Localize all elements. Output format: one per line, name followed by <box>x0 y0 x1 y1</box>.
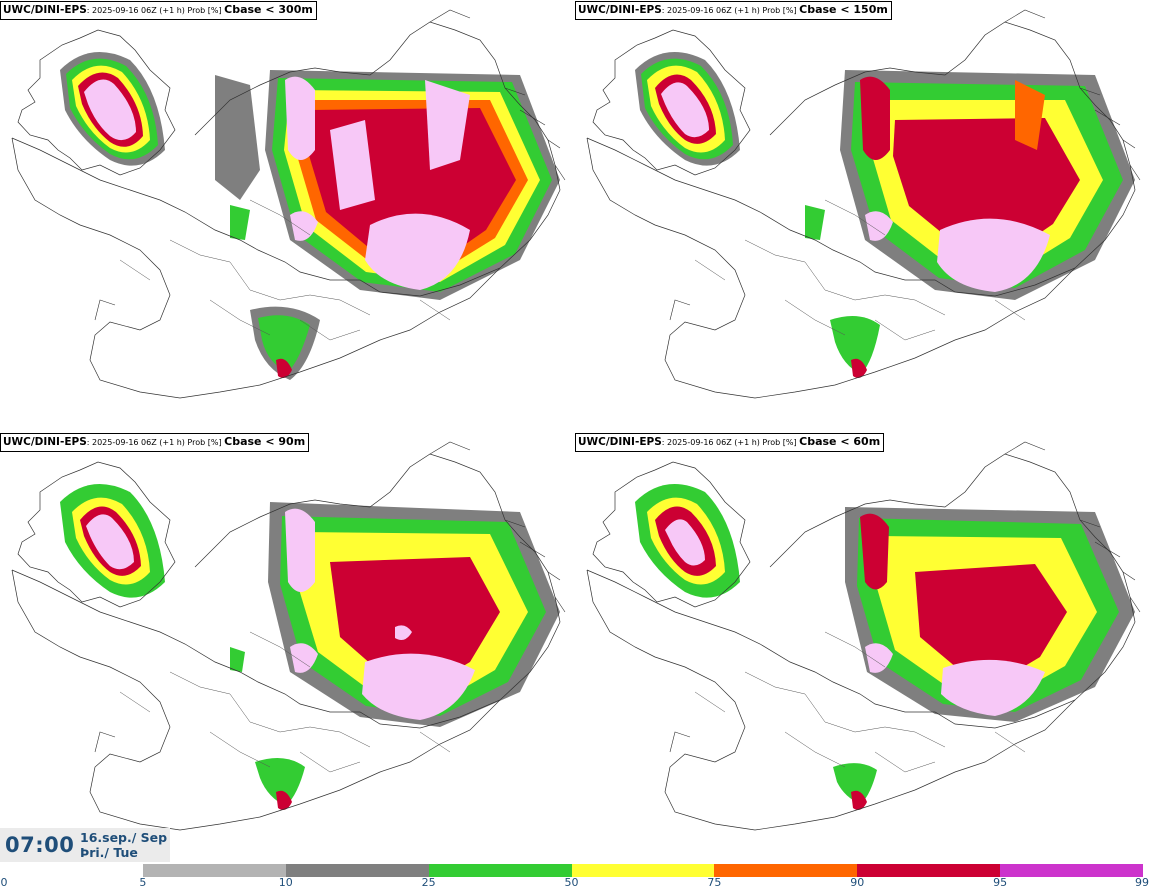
colorbar-tick-label: 95 <box>993 876 1008 889</box>
colorbar-tick-label: 5 <box>139 876 147 889</box>
colorbar-segment <box>428 864 572 877</box>
prob-fields <box>635 484 1135 810</box>
colorbar-tick-label: 99 <box>1135 876 1149 889</box>
iceland-probability-map <box>586 9 1141 399</box>
panel-title: UWC/DINI-EPS: 2025-09-16 06Z (+1 h) Prob… <box>0 1 317 20</box>
panel-title: UWC/DINI-EPS: 2025-09-16 06Z (+1 h) Prob… <box>575 1 892 20</box>
colorbar-segment <box>285 864 429 877</box>
panel-title: UWC/DINI-EPS: 2025-09-16 06Z (+1 h) Prob… <box>575 433 885 452</box>
valid-time-box: 07:00 16.sep./ Sep Þri./ Tue <box>0 828 170 862</box>
colorbar-segment <box>142 864 286 877</box>
colorbar-segment <box>571 864 715 877</box>
prob-fields <box>60 52 560 380</box>
iceland-probability-map <box>11 9 566 399</box>
colorbar-tick-label: 25 <box>421 876 436 889</box>
valid-date: 16.sep./ Sep Þri./ Tue <box>80 830 168 860</box>
prob-fields <box>635 52 1135 378</box>
iceland-probability-map <box>586 441 1141 831</box>
colorbar-tick-label: 75 <box>707 876 722 889</box>
colorbar-tick-label: 50 <box>564 876 579 889</box>
colorbar-segment <box>857 864 1001 877</box>
colorbar-segment <box>0 864 143 877</box>
valid-time: 07:00 <box>5 833 75 857</box>
prob-fields <box>60 484 560 810</box>
panel-title: UWC/DINI-EPS: 2025-09-16 06Z (+1 h) Prob… <box>0 433 310 452</box>
map-panel-90m: UWC/DINI-EPS: 2025-09-16 06Z (+1 h) Prob… <box>0 432 575 864</box>
colorbar-tick-label: 0 <box>0 876 8 889</box>
colorbar-segment <box>1000 864 1143 877</box>
map-panel-300m: UWC/DINI-EPS: 2025-09-16 06Z (+1 h) Prob… <box>0 0 575 432</box>
map-panel-60m: UWC/DINI-EPS: 2025-09-16 06Z (+1 h) Prob… <box>575 432 1150 864</box>
colorbar-tick-label: 10 <box>278 876 293 889</box>
map-panel-150m: UWC/DINI-EPS: 2025-09-16 06Z (+1 h) Prob… <box>575 0 1150 432</box>
probability-colorbar: 0 5 10 25 50 75 90 95 99 <box>0 862 1150 891</box>
colorbar-tick-label: 90 <box>850 876 865 889</box>
iceland-probability-map <box>11 441 566 831</box>
colorbar-segment <box>714 864 858 877</box>
